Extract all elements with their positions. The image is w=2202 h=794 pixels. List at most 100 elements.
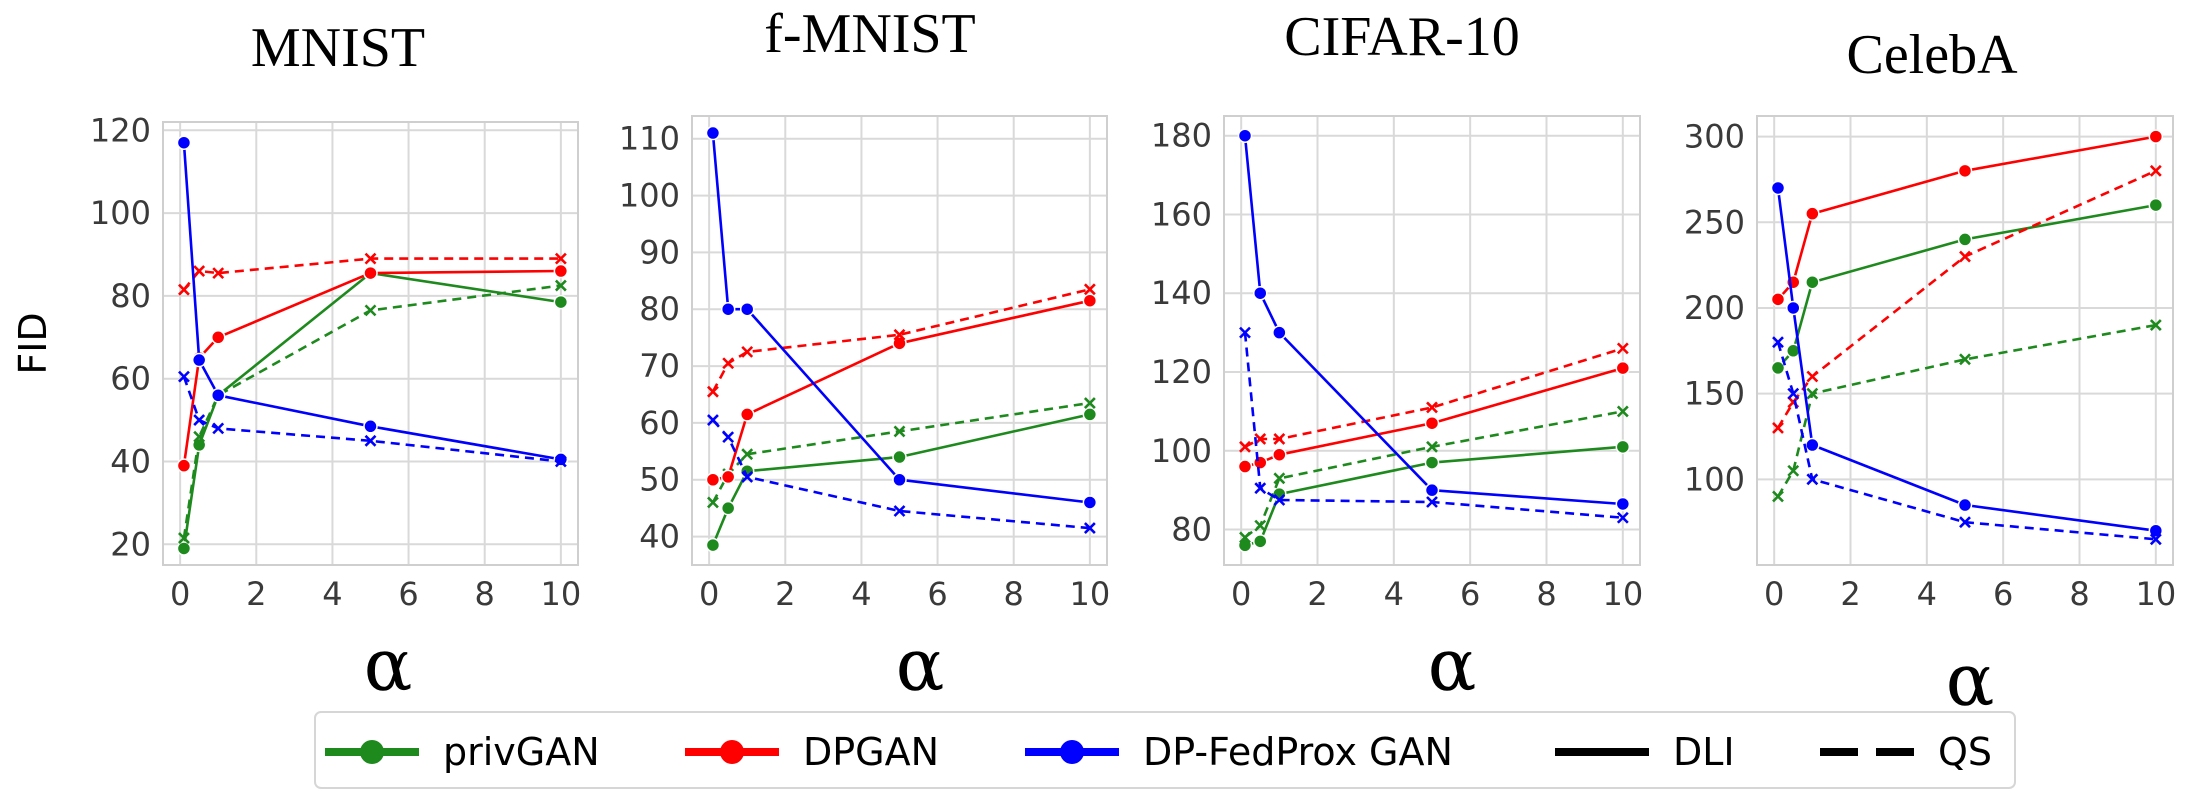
data-point-dot: [1957, 163, 1973, 179]
data-point-x-marker: [1254, 482, 1267, 495]
data-point-x-marker: [1426, 401, 1438, 414]
y-tick-label: 100: [90, 194, 151, 232]
data-point-dot: [1272, 325, 1287, 340]
plot-area: [1757, 116, 2173, 565]
data-point-x-marker: [707, 414, 719, 426]
data-point-x-marker: [2149, 319, 2162, 331]
plot-frame: [1223, 115, 1641, 566]
data-point-dot: [739, 301, 755, 317]
data-point-dot: [553, 294, 569, 310]
data-point-dot: [1615, 439, 1631, 455]
data-point-x-marker: [193, 430, 206, 443]
data-point-x-marker: [1083, 283, 1096, 296]
x-tick-label: 4: [322, 575, 342, 613]
y-tick-label: 180: [1151, 117, 1212, 155]
data-point-dot: [1786, 300, 1801, 316]
data-point-dot: [363, 419, 378, 434]
x-axis-label: α: [1946, 638, 1995, 722]
data-point-x-marker: [1239, 531, 1251, 544]
x-tick-label: 0: [1764, 575, 1784, 613]
data-point-x-marker: [893, 425, 906, 438]
data-point-x-marker: [1239, 326, 1251, 339]
y-tick-label: 60: [110, 360, 151, 398]
y-tick-label: 20: [110, 525, 151, 563]
data-point-x-marker: [722, 357, 735, 370]
x-tick-label: 2: [775, 575, 795, 613]
y-tick-label: 60: [639, 404, 680, 442]
x-tick-label: 8: [1004, 575, 1024, 613]
data-point-dot: [1770, 360, 1786, 376]
x-tick-label: 6: [1993, 575, 2013, 613]
legend-label: DP-FedProx GAN: [1143, 730, 1453, 774]
y-tick-label: 70: [639, 347, 680, 385]
legend-item-dli: DLI: [1555, 730, 1735, 774]
legend-frame: [314, 711, 2016, 789]
data-point-dot: [1237, 459, 1253, 474]
x-tick-label: 10: [541, 575, 582, 613]
data-point-dot: [1424, 455, 1440, 470]
data-point-x-marker: [741, 448, 754, 461]
y-tick-label: 80: [110, 277, 151, 315]
data-point-x-marker: [212, 422, 225, 435]
plot-frame: [162, 121, 579, 566]
data-point-x-marker: [193, 265, 206, 277]
data-point-dot: [705, 125, 721, 141]
legend-label: QS: [1938, 730, 1992, 774]
x-tick-label: 0: [699, 575, 719, 613]
data-point-x-marker: [1239, 440, 1251, 453]
series-dp-fedprox-gan-dli: [176, 135, 569, 467]
data-point-x-marker: [178, 370, 190, 383]
series-dp-fedprox-gan-qs: [1239, 326, 1629, 524]
data-point-x-marker: [1083, 522, 1096, 534]
data-point-dot: [2148, 197, 2164, 213]
data-point-x-marker: [178, 532, 190, 545]
data-point-x-marker: [554, 279, 567, 292]
x-tick-label: 6: [1460, 575, 1480, 613]
x-tick-label: 10: [2135, 575, 2176, 613]
y-tick-label: 150: [1684, 375, 1745, 413]
data-point-dot: [1770, 180, 1786, 196]
data-point-dot: [210, 388, 226, 403]
data-point-x-marker: [1616, 405, 1629, 418]
series-dp-fedprox-gan-qs: [707, 414, 1096, 534]
x-tick-label: 0: [170, 575, 190, 613]
data-point-x-marker: [1772, 490, 1784, 503]
series-line: [1243, 332, 1623, 519]
data-point-dot: [176, 541, 192, 556]
data-point-x-marker: [1426, 496, 1438, 508]
y-tick-label: 80: [639, 290, 680, 328]
panel-title: MNIST: [251, 17, 425, 79]
data-point-dot: [1805, 274, 1820, 290]
data-point-dot: [176, 135, 192, 150]
series-dpgan-dli: [705, 293, 1098, 487]
data-point-x-marker: [1273, 494, 1286, 506]
legend-marker: [1060, 740, 1084, 764]
series-privgan-qs: [1772, 319, 2162, 503]
x-tick-label: 4: [1384, 575, 1404, 613]
data-point-dot: [1082, 293, 1098, 308]
data-point-x-marker: [893, 328, 906, 341]
data-point-x-marker: [1772, 336, 1784, 349]
data-point-x-marker: [2149, 164, 2162, 177]
data-point-dot: [1615, 360, 1631, 376]
y-tick-label: 50: [639, 461, 680, 499]
data-point-dot: [1082, 407, 1098, 422]
data-point-dot: [739, 407, 755, 422]
data-point-x-marker: [741, 345, 754, 358]
series-line: [711, 288, 1091, 393]
data-point-x-marker: [364, 304, 377, 317]
series-dp-fedprox-gan-qs: [178, 370, 567, 468]
series-dp-fedprox-gan-dli: [1770, 180, 2164, 538]
y-tick-label: 120: [90, 111, 151, 149]
panel-1: 0 2 4 6 8 10 20 40 60 80 100 120 MNIST α FID: [11, 17, 581, 707]
data-point-x-marker: [1426, 440, 1438, 453]
legend-label: DPGAN: [803, 730, 939, 774]
x-tick-label: 10: [1602, 575, 1643, 613]
y-tick-label: 250: [1684, 203, 1745, 241]
series-dp-fedprox-gan-dli: [705, 125, 1098, 510]
x-tick-label: 2: [1840, 575, 1860, 613]
data-point-x-marker: [193, 414, 206, 427]
series-privgan-dli: [1770, 197, 2164, 376]
data-point-dot: [1957, 232, 1973, 247]
x-tick-label: 0: [1231, 575, 1251, 613]
